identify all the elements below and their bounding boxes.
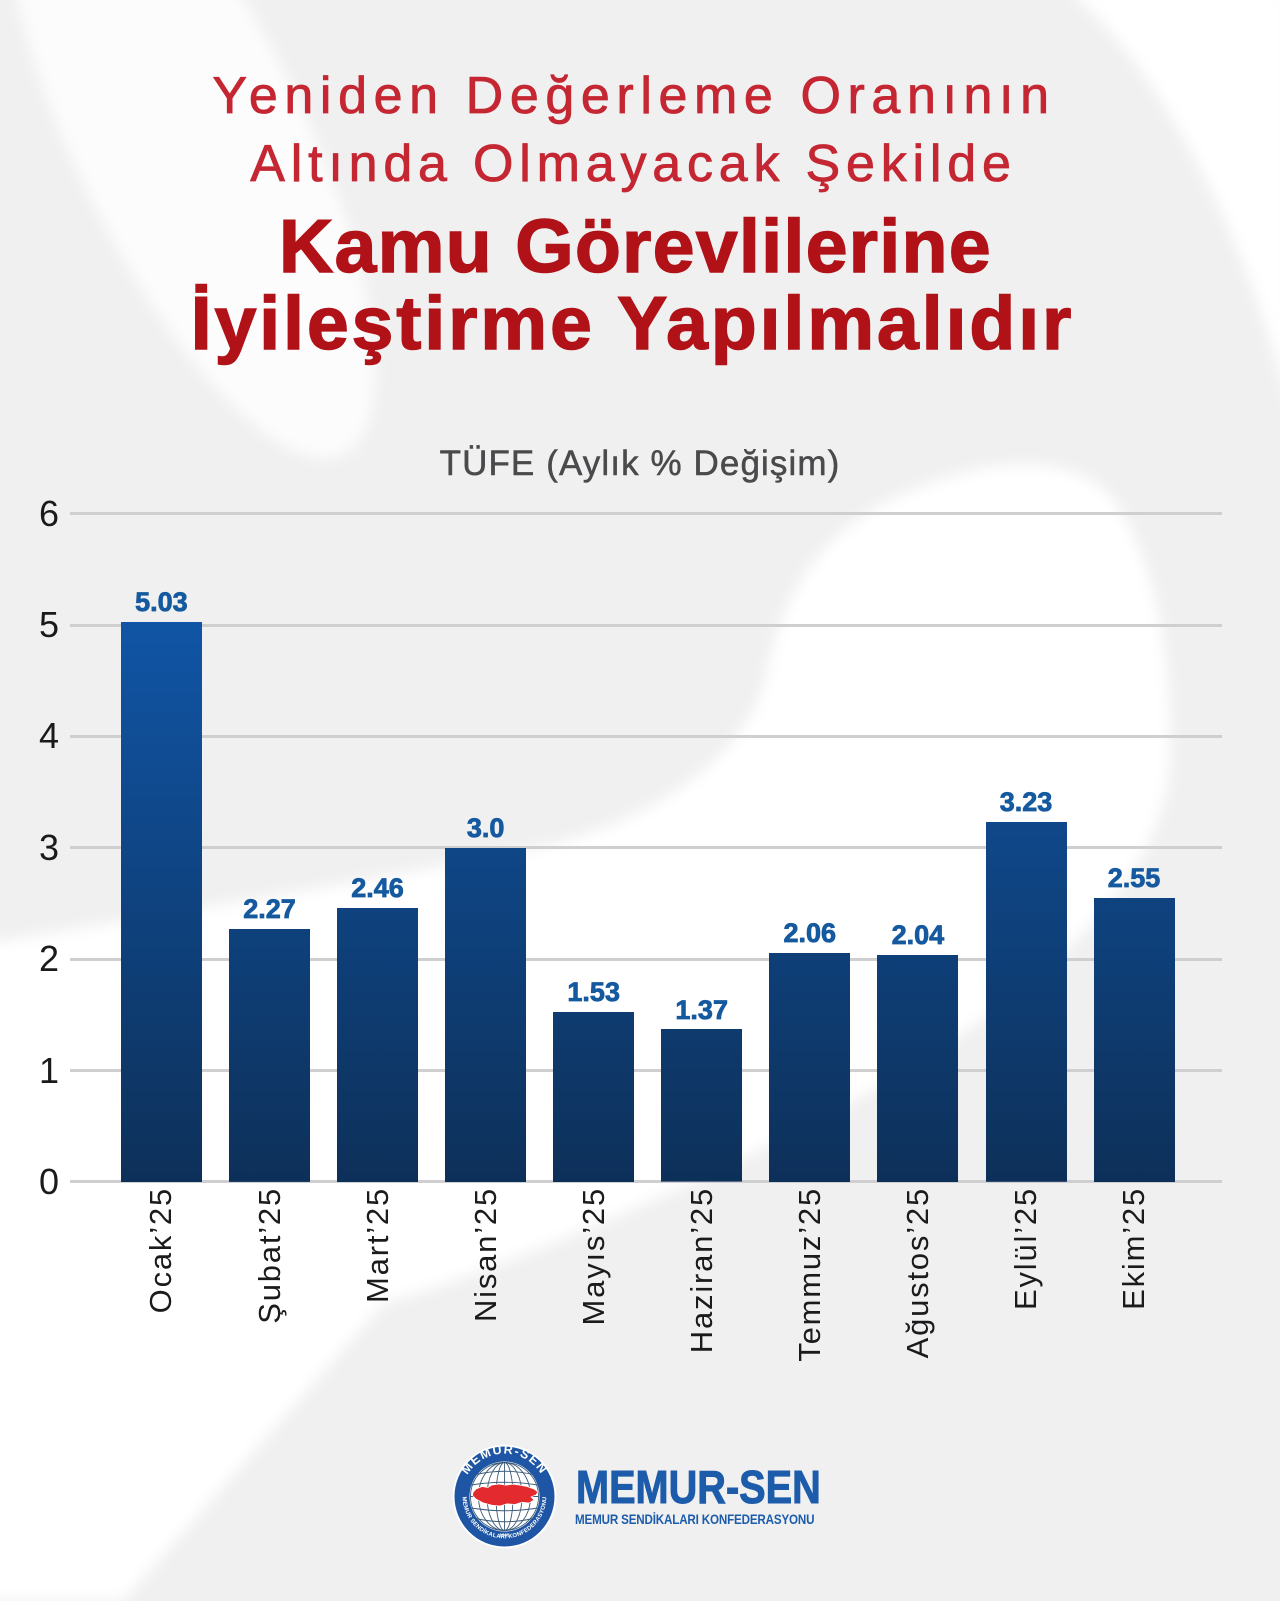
svg-text:1995: 1995: [499, 1533, 510, 1538]
